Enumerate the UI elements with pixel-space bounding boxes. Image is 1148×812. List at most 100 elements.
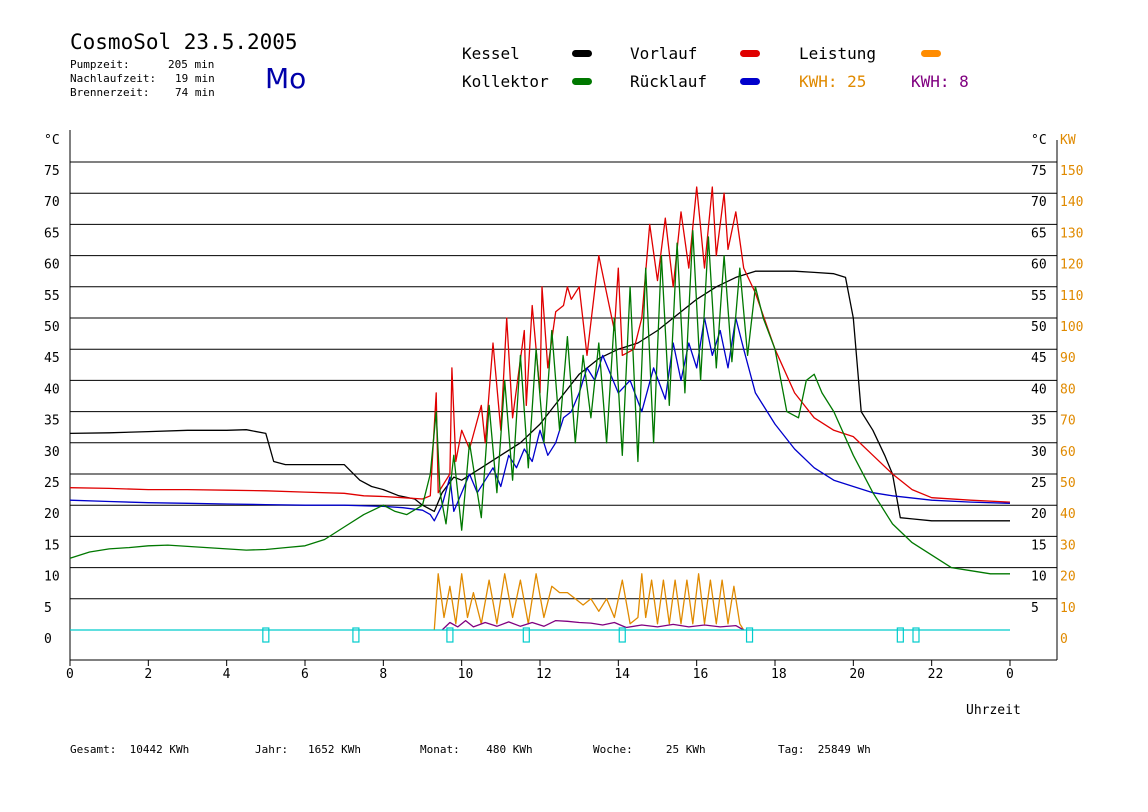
y-tick-label-right-kw: 40 [1060, 507, 1076, 522]
y-tick-label-right-c: 65 [1031, 226, 1047, 241]
y-tick-label-right-c: 70 [1031, 195, 1047, 210]
y-tick-label-right-kw: 110 [1060, 289, 1083, 304]
y-axis-label-right-c: °C [1031, 133, 1047, 148]
series-line-kwh [441, 619, 745, 631]
y-tick-label-right-c: 30 [1031, 445, 1047, 460]
y-tick-label-right-kw: 60 [1060, 445, 1076, 460]
legend-kollektor-swatch [572, 78, 592, 85]
x-tick-label: 16 [693, 667, 709, 682]
legend-ruecklauf-label: Rücklauf [630, 72, 708, 91]
y-tick-label-right-c: 55 [1031, 289, 1047, 304]
y-tick-label-left: 30 [44, 445, 60, 460]
y-tick-label-left: 60 [44, 258, 60, 273]
y-tick-label-right-c: 15 [1031, 538, 1047, 553]
x-axis-label: Uhrzeit [966, 703, 1021, 718]
series-line-vorlauf [69, 186, 1011, 503]
x-tick-label: 20 [849, 667, 865, 682]
y-tick-label-right-kw: 70 [1060, 414, 1076, 429]
x-tick-label: 6 [301, 667, 309, 682]
y-tick-label-left: 10 [44, 570, 60, 585]
x-tick-label: 0 [1006, 667, 1014, 682]
y-tick-label-right-kw: 0 [1060, 632, 1068, 647]
footer-monat: Monat: 480 KWh [420, 743, 533, 756]
series-line-leistung [433, 573, 745, 631]
y-tick-label-left: 25 [44, 476, 60, 491]
y-tick-label-left: 50 [44, 320, 60, 335]
x-tick-label: 8 [379, 667, 387, 682]
pump-marker [618, 627, 626, 643]
y-tick-label-right-c: 50 [1031, 320, 1047, 335]
x-tick-label: 22 [928, 667, 944, 682]
y-tick-label-right-c: 35 [1031, 414, 1047, 429]
y-tick-label-right-c: 60 [1031, 258, 1047, 273]
y-tick-label-left: 0 [44, 632, 52, 647]
stat-brennerzeit-label: Brennerzeit: [70, 86, 150, 99]
footer-gesamt: Gesamt: 10442 KWh [70, 743, 190, 756]
y-tick-label-left: 5 [44, 601, 52, 616]
legend-vorlauf-label: Vorlauf [630, 44, 698, 63]
legend-leistung-label: Leistung [799, 44, 877, 63]
y-tick-label-right-kw: 120 [1060, 258, 1083, 273]
y-tick-label-right-c: 20 [1031, 507, 1047, 522]
y-tick-label-right-c: 5 [1031, 601, 1039, 616]
pump-marker [745, 627, 754, 643]
stat-nachlaufzeit-value: 19 min [175, 72, 215, 85]
series-line-kessel [69, 270, 1010, 522]
y-tick-label-right-c: 75 [1031, 164, 1047, 179]
stat-nachlaufzeit-label: Nachlaufzeit: [70, 72, 157, 85]
pump-marker [446, 627, 454, 643]
pump-marker [522, 627, 530, 643]
x-tick-label: 10 [458, 667, 474, 682]
y-tick-label-right-kw: 150 [1060, 164, 1083, 179]
y-tick-label-right-kw: 90 [1060, 351, 1076, 366]
x-tick-label: 0 [66, 667, 74, 682]
x-tick-label: 12 [536, 667, 552, 682]
y-tick-label-left: 75 [44, 164, 60, 179]
y-axis-label-left: °C [44, 133, 60, 148]
y-tick-label-right-kw: 20 [1060, 570, 1076, 585]
series-line-kollektor [69, 229, 1010, 575]
x-tick-label: 18 [771, 667, 787, 682]
y-tick-label-left: 35 [44, 414, 60, 429]
stat-brennerzeit-value: 74 min [175, 86, 215, 99]
y-tick-label-left: 65 [44, 226, 60, 241]
x-tick-label: 14 [614, 667, 630, 682]
y-tick-label-right-kw: 50 [1060, 476, 1076, 491]
footer-jahr: Jahr: 1652 KWh [255, 743, 361, 756]
legend-ruecklauf-swatch [740, 78, 760, 85]
stat-pumpzeit-label: Pumpzeit: [70, 58, 130, 71]
series-line-rcklauf [69, 317, 1011, 522]
pump-marker [896, 627, 904, 643]
y-tick-label-right-kw: 140 [1060, 195, 1083, 210]
legend-kessel-swatch [572, 50, 592, 57]
y-tick-label-right-c: 45 [1031, 351, 1047, 366]
legend-vorlauf-swatch [740, 50, 760, 57]
pump-marker [912, 627, 920, 643]
weekday-label: Mo [265, 62, 307, 95]
chart-title: CosmoSol 23.5.2005 [70, 30, 298, 54]
x-tick-label: 4 [223, 667, 231, 682]
stat-pumpzeit-value: 205 min [168, 58, 215, 71]
y-tick-label-right-c: 25 [1031, 476, 1047, 491]
y-tick-label-right-kw: 10 [1060, 601, 1076, 616]
y-tick-label-right-kw: 100 [1060, 320, 1083, 335]
pump-marker [352, 627, 360, 643]
legend-kwh-leistung: KWH: 25 [799, 72, 867, 91]
x-tick-label: 2 [144, 667, 152, 682]
footer-woche: Woche: 25 KWh [593, 743, 706, 756]
y-tick-label-left: 55 [44, 289, 60, 304]
y-tick-label-right-c: 10 [1031, 570, 1047, 585]
y-tick-label-left: 45 [44, 351, 60, 366]
legend-kollektor-label: Kollektor [462, 72, 549, 91]
y-tick-label-right-kw: 130 [1060, 226, 1083, 241]
y-tick-label-left: 70 [44, 195, 60, 210]
footer-tag: Tag: 25849 Wh [778, 743, 871, 756]
y-tick-label-left: 15 [44, 538, 60, 553]
legend-leistung-swatch [921, 50, 941, 57]
legend-kwh-purple: KWH: 8 [911, 72, 969, 91]
pump-marker [262, 627, 270, 643]
y-tick-label-right-kw: 80 [1060, 382, 1076, 397]
y-axis-label-right-kw: KW [1060, 133, 1076, 148]
legend-kessel-label: Kessel [462, 44, 520, 63]
